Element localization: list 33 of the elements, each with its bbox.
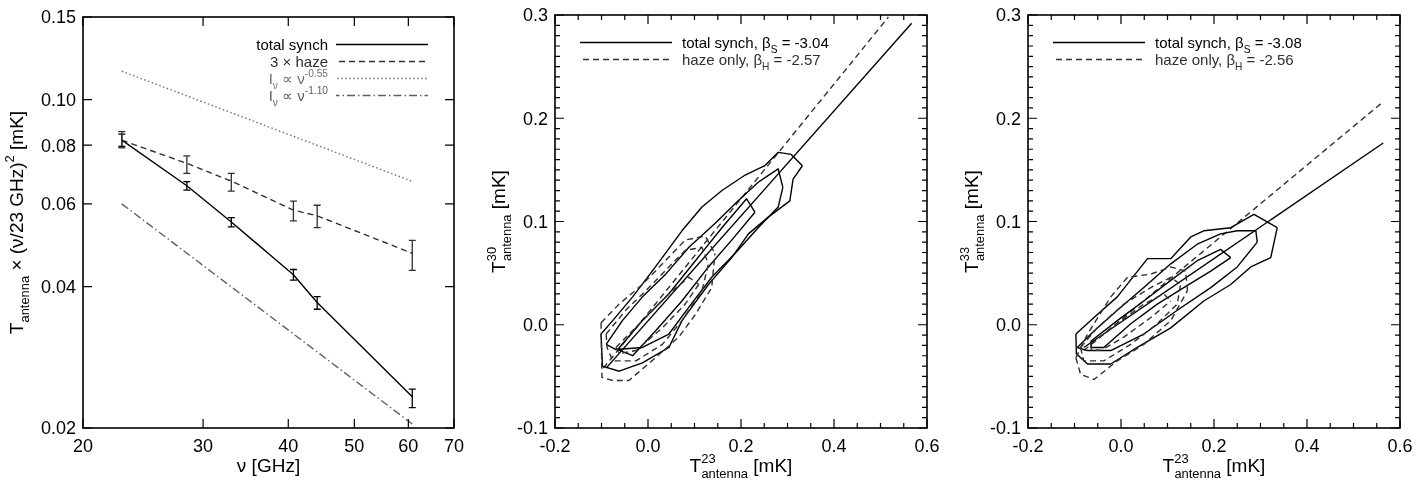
y-tick-label: 0.3 xyxy=(995,5,1021,26)
y-tick-label: 0.08 xyxy=(40,135,76,156)
y-tick-label: 0.1 xyxy=(522,211,548,232)
legend-label: total synch xyxy=(256,35,328,53)
x-tick-label: 0.4 xyxy=(821,436,847,456)
x-tick-label: -0.2 xyxy=(1012,436,1044,456)
x-tick-label: 40 xyxy=(278,436,299,456)
y-tick-label: 0.0 xyxy=(995,315,1021,336)
y-tick-label: 0.0 xyxy=(522,315,548,336)
x-tick-label: 0.6 xyxy=(914,436,940,456)
x-tick-label: -0.2 xyxy=(539,436,571,456)
x-tick-label: 50 xyxy=(344,436,365,456)
y-tick-label: 0.2 xyxy=(995,108,1021,129)
x-tick-label: 70 xyxy=(443,436,465,456)
y-tick-label: 0.04 xyxy=(40,276,76,297)
y-tick-label: -0.1 xyxy=(989,418,1021,439)
y-tick-label: 0.02 xyxy=(40,418,76,439)
x-axis-title: ν [GHz] xyxy=(236,455,301,476)
x-tick-label: 0.0 xyxy=(635,436,661,456)
x-tick-label: 0.0 xyxy=(1108,436,1134,456)
x-tick-label: 60 xyxy=(398,436,419,456)
x-tick-label: 0.4 xyxy=(1294,436,1320,456)
y-tick-label: -0.1 xyxy=(516,418,548,439)
y-tick-label: 0.15 xyxy=(40,7,76,28)
x-tick-label: 0.6 xyxy=(1387,436,1413,456)
y-tick-label: 0.06 xyxy=(40,194,76,215)
y-tick-label: 0.1 xyxy=(995,211,1021,232)
y-tick-label: 0.3 xyxy=(522,5,548,26)
y-tick-label: 0.10 xyxy=(40,90,76,111)
x-tick-label: 30 xyxy=(193,436,214,456)
y-tick-label: 0.2 xyxy=(522,108,548,129)
text: 3 × haze xyxy=(270,52,328,70)
x-tick-label: 20 xyxy=(72,436,94,456)
